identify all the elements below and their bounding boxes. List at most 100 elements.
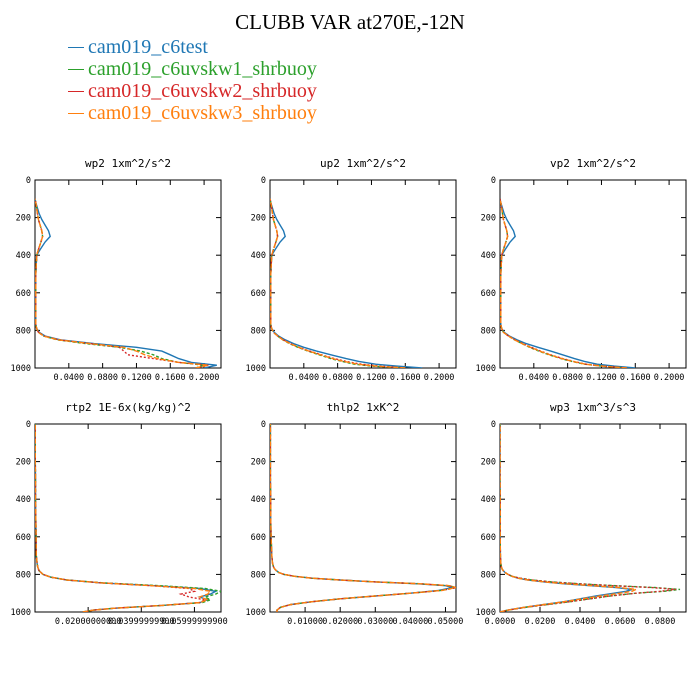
x-tick-label: 0.0400 <box>288 373 319 383</box>
x-tick-label: 0.0400 <box>53 373 84 383</box>
y-tick-label: 800 <box>251 326 266 336</box>
y-tick-label: 0 <box>261 420 266 430</box>
legend-item: cam019_c6uvskw1_shrbuoy <box>68 58 317 80</box>
plot-frame <box>269 423 457 613</box>
panel: rtp2 1E-6x(kg/kg)^2 0 200 400 600 800 1000 0.02… <box>11 401 228 627</box>
y-tick-label: 400 <box>251 495 266 505</box>
plot-frame <box>269 179 457 369</box>
legend-label: cam019_c6uvskw1_shrbuoy <box>88 58 317 80</box>
y-tick-label: 600 <box>251 289 266 299</box>
x-tick-label: 0.2000 <box>189 373 220 383</box>
series-line <box>500 198 627 368</box>
y-tick-label: 1000 <box>246 364 266 374</box>
series-line <box>500 198 627 368</box>
y-tick-label: 600 <box>251 533 266 543</box>
y-tick-label: 0 <box>26 176 31 186</box>
y-tick-label: 1000 <box>246 608 266 618</box>
panel-title: up2 1xm^2/s^2 <box>320 157 406 170</box>
legend-label: cam019_c6uvskw3_shrbuoy <box>88 102 317 124</box>
legend-item: cam019_c6uvskw3_shrbuoy <box>68 102 317 124</box>
x-tick-label: 0.0800 <box>552 373 583 383</box>
series-line <box>270 198 423 368</box>
y-tick-label: 800 <box>16 570 31 580</box>
plot-frame <box>34 179 222 369</box>
panel: up2 1xm^2/s^2 0 200 400 600 800 1000 0.0400 0.08… <box>246 157 457 383</box>
series-line <box>35 424 221 612</box>
panel: vp2 1xm^2/s^2 0 200 400 600 800 1000 0.0400 0.08… <box>476 157 687 383</box>
x-tick-label: 0.02000 <box>322 617 358 627</box>
x-tick-label: 0.0800 <box>87 373 118 383</box>
x-tick-label: 0.1600 <box>155 373 186 383</box>
legend-item: cam019_c6uvskw2_shrbuoy <box>68 80 317 102</box>
series-line <box>35 198 205 368</box>
y-tick-label: 0 <box>26 420 31 430</box>
y-tick-label: 600 <box>481 533 496 543</box>
x-tick-label: 0.0800 <box>645 617 676 627</box>
legend-item: cam019_c6test <box>68 36 317 58</box>
y-tick-label: 800 <box>481 326 496 336</box>
x-tick-label: 0.0800 <box>322 373 353 383</box>
series-line <box>500 424 639 612</box>
y-tick-label: 400 <box>481 495 496 505</box>
x-tick-label: 0.0600 <box>605 617 636 627</box>
y-tick-label: 200 <box>481 214 496 224</box>
series-line <box>35 424 212 612</box>
plot-frame <box>499 423 687 613</box>
series-line <box>35 198 209 368</box>
y-tick-label: 200 <box>251 214 266 224</box>
series-line <box>500 424 681 612</box>
x-tick-label: 0.0400 <box>518 373 549 383</box>
panel-title: vp2 1xm^2/s^2 <box>550 157 636 170</box>
y-tick-label: 600 <box>16 533 31 543</box>
y-tick-label: 1000 <box>11 364 31 374</box>
x-tick-label: 0.0200 <box>525 617 556 627</box>
panel-title: thlp2 1xK^2 <box>327 401 400 414</box>
x-tick-label: 0.2000 <box>654 373 685 383</box>
panel-title: wp2 1xm^2/s^2 <box>85 157 171 170</box>
y-tick-label: 400 <box>251 251 266 261</box>
panel: thlp2 1xK^2 0 200 400 600 800 1000 0.01000 0.020… <box>246 401 464 627</box>
y-tick-label: 800 <box>251 570 266 580</box>
page-title: CLUBB VAR at270E,-12N <box>235 10 465 34</box>
x-tick-label: 0.05999999900 <box>161 617 228 627</box>
plot-frame <box>499 179 687 369</box>
y-tick-label: 200 <box>481 458 496 468</box>
y-tick-label: 800 <box>16 326 31 336</box>
legend: cam019_c6test cam019_c6uvskw1_shrbuoy ca… <box>68 36 317 124</box>
legend-swatch <box>68 68 84 70</box>
y-tick-label: 600 <box>481 289 496 299</box>
series-line <box>500 424 677 612</box>
x-tick-label: 0.03999999900 <box>108 617 175 627</box>
x-tick-label: 0.1200 <box>356 373 387 383</box>
series-line <box>35 424 208 612</box>
x-tick-label: 0.0400 <box>565 617 596 627</box>
x-tick-label: 0.0000 <box>485 617 516 627</box>
y-tick-label: 0 <box>491 176 496 186</box>
y-tick-label: 400 <box>16 495 31 505</box>
y-tick-label: 400 <box>16 251 31 261</box>
legend-swatch <box>68 46 84 48</box>
panel-title: rtp2 1E-6x(kg/kg)^2 <box>65 401 191 414</box>
series-line <box>270 424 456 612</box>
x-tick-label: 0.2000 <box>424 373 455 383</box>
y-tick-label: 0 <box>491 420 496 430</box>
plot-frame <box>34 423 222 613</box>
x-tick-label: 0.02000000000 <box>55 617 122 627</box>
x-tick-label: 0.1600 <box>620 373 651 383</box>
series-line <box>35 198 209 368</box>
y-tick-label: 200 <box>251 458 266 468</box>
x-tick-label: 0.05000 <box>428 617 464 627</box>
series-line <box>270 198 406 368</box>
panel-title: wp3 1xm^3/s^3 <box>550 401 636 414</box>
y-tick-label: 200 <box>16 458 31 468</box>
x-tick-label: 0.1200 <box>586 373 617 383</box>
y-tick-label: 0 <box>261 176 266 186</box>
y-tick-label: 400 <box>481 251 496 261</box>
panel: wp2 1xm^2/s^2 0 200 400 600 800 1000 0.0400 0.08… <box>11 157 222 383</box>
series-line <box>35 198 217 368</box>
x-tick-label: 0.04000 <box>392 617 428 627</box>
y-tick-label: 200 <box>16 214 31 224</box>
legend-swatch <box>68 112 84 114</box>
y-tick-label: 1000 <box>11 608 31 618</box>
